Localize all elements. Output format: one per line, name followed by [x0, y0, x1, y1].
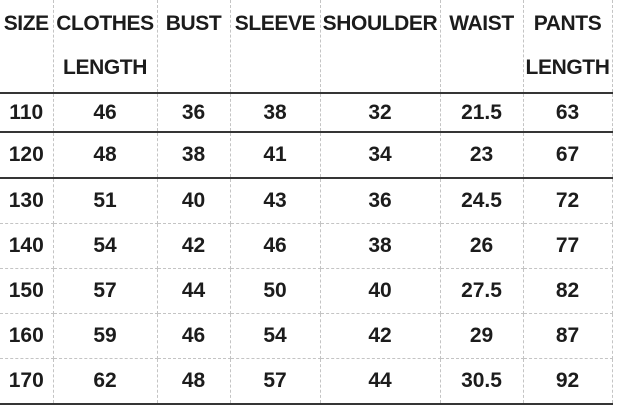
cell-pants-length: 67: [523, 132, 613, 179]
cell-pants-length: 72: [523, 178, 613, 224]
table-row-170: 170 62 48 57 44 30.5 92: [0, 358, 613, 405]
cell-bust: 38: [157, 132, 231, 179]
header-label: WAIST: [449, 12, 514, 35]
header-label: PANTS: [533, 12, 602, 35]
cell-sleeve: 46: [230, 223, 321, 269]
cell-bust: 36: [157, 93, 231, 133]
table-row-150: 150 57 44 50 40 27.5 82: [0, 268, 613, 314]
cell-shoulder: 34: [320, 132, 441, 179]
cell-size: 110: [0, 93, 54, 133]
cell-sleeve: 38: [230, 93, 321, 133]
table-row-130: 130 51 40 43 36 24.5 72: [0, 178, 613, 224]
column-header-waist: WAIST: [440, 0, 524, 94]
cell-sleeve: 43: [230, 178, 321, 224]
cell-clothes-length: 57: [53, 268, 158, 314]
table-row-140: 140 54 42 46 38 26 77: [0, 223, 613, 269]
header-label: CLOTHES: [56, 12, 154, 35]
cell-waist: 24.5: [440, 178, 524, 224]
cell-size: 160: [0, 313, 54, 359]
cell-bust: 42: [157, 223, 231, 269]
cell-waist: 26: [440, 223, 524, 269]
cell-size: 170: [0, 358, 54, 405]
column-header-sleeve: SLEEVE: [230, 0, 321, 94]
cell-bust: 44: [157, 268, 231, 314]
cell-pants-length: 77: [523, 223, 613, 269]
header-row: SIZE CLOTHES LENGTH BUST SLEEVE SHOULDER…: [0, 0, 613, 94]
cell-bust: 40: [157, 178, 231, 224]
cell-clothes-length: 62: [53, 358, 158, 405]
cell-sleeve: 50: [230, 268, 321, 314]
cell-bust: 46: [157, 313, 231, 359]
header-label: SIZE: [3, 12, 49, 35]
cell-shoulder: 38: [320, 223, 441, 269]
cell-pants-length: 82: [523, 268, 613, 314]
header-label-line2: [0, 52, 53, 84]
cell-size: 130: [0, 178, 54, 224]
cell-sleeve: 54: [230, 313, 321, 359]
header-label: SHOULDER: [322, 12, 438, 35]
column-header-shoulder: SHOULDER: [320, 0, 441, 94]
header-label: BUST: [165, 12, 222, 35]
cell-clothes-length: 54: [53, 223, 158, 269]
cell-waist: 29: [440, 313, 524, 359]
column-header-bust: BUST: [157, 0, 231, 94]
cell-shoulder: 36: [320, 178, 441, 224]
cell-size: 140: [0, 223, 54, 269]
header-label-line2: [231, 52, 320, 84]
header-label-line2: [158, 52, 230, 84]
cell-sleeve: 41: [230, 132, 321, 179]
cell-waist: 21.5: [440, 93, 524, 133]
cell-clothes-length: 46: [53, 93, 158, 133]
column-header-pants-length: PANTS LENGTH: [523, 0, 613, 94]
cell-sleeve: 57: [230, 358, 321, 405]
header-label: SLEEVE: [234, 12, 316, 35]
column-header-size: SIZE: [0, 0, 54, 94]
cell-bust: 48: [157, 358, 231, 405]
cell-shoulder: 42: [320, 313, 441, 359]
cell-size: 120: [0, 132, 54, 179]
table-row-160: 160 59 46 54 42 29 87: [0, 313, 613, 359]
cell-clothes-length: 48: [53, 132, 158, 179]
cell-pants-length: 92: [523, 358, 613, 405]
header-label-line2: [441, 52, 523, 84]
cell-clothes-length: 59: [53, 313, 158, 359]
cell-pants-length: 87: [523, 313, 613, 359]
cell-waist: 30.5: [440, 358, 524, 405]
cell-size: 150: [0, 268, 54, 314]
header-label-line2: [321, 52, 440, 84]
cell-shoulder: 40: [320, 268, 441, 314]
table-row-120: 120 48 38 41 34 23 67: [0, 132, 613, 179]
cell-waist: 27.5: [440, 268, 524, 314]
column-header-clothes-length: CLOTHES LENGTH: [53, 0, 158, 94]
cell-waist: 23: [440, 132, 524, 179]
cell-pants-length: 63: [523, 93, 613, 133]
cell-clothes-length: 51: [53, 178, 158, 224]
cell-shoulder: 44: [320, 358, 441, 405]
cell-shoulder: 32: [320, 93, 441, 133]
header-label-line2: LENGTH: [525, 56, 610, 79]
header-label-line2: LENGTH: [63, 56, 147, 79]
table-row-110: 110 46 36 38 32 21.5 63: [0, 93, 613, 133]
